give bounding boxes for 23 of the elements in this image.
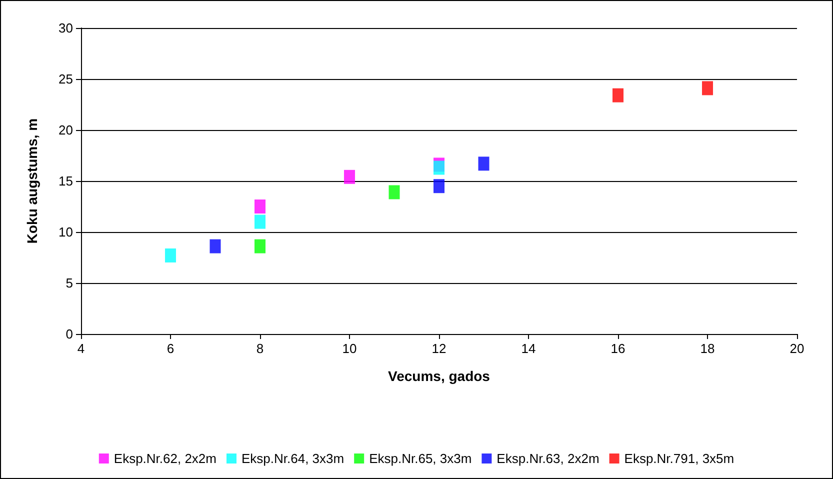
y-tick-label: 0 [66, 326, 73, 342]
x-tick-label: 18 [700, 341, 715, 356]
x-tick-label: 16 [610, 341, 626, 356]
x-tick-label: 10 [342, 341, 357, 356]
x-tick-label: 14 [521, 341, 536, 356]
y-tick-label: 25 [58, 72, 73, 86]
legend-label: Eksp.Nr.65, 3x3m [369, 451, 472, 466]
legend-label: Eksp.Nr.62, 2x2m [114, 451, 216, 466]
x-tick-label: 12 [432, 341, 446, 356]
y-tick-label: 5 [66, 276, 73, 290]
legend-label: Eksp.Nr.63, 2x2m [496, 451, 600, 466]
y-axis-title: Koku augstums, m [24, 118, 40, 244]
x-tick-label: 20 [790, 341, 804, 356]
y-tick-label: 20 [58, 122, 73, 138]
y-tick-label: 30 [58, 20, 73, 36]
legend-label: Eksp.Nr.64, 3x3m [241, 451, 344, 466]
x-axis-title: Vecums, gados [388, 368, 490, 384]
y-tick-label: 15 [58, 174, 73, 188]
y-tick-label: 10 [58, 224, 73, 240]
legend-label: Eksp.Nr.791, 3x5m [624, 451, 734, 466]
x-tick-label: 4 [77, 341, 85, 356]
x-tick-label: 8 [256, 341, 264, 356]
x-tick-label: 6 [166, 341, 174, 356]
